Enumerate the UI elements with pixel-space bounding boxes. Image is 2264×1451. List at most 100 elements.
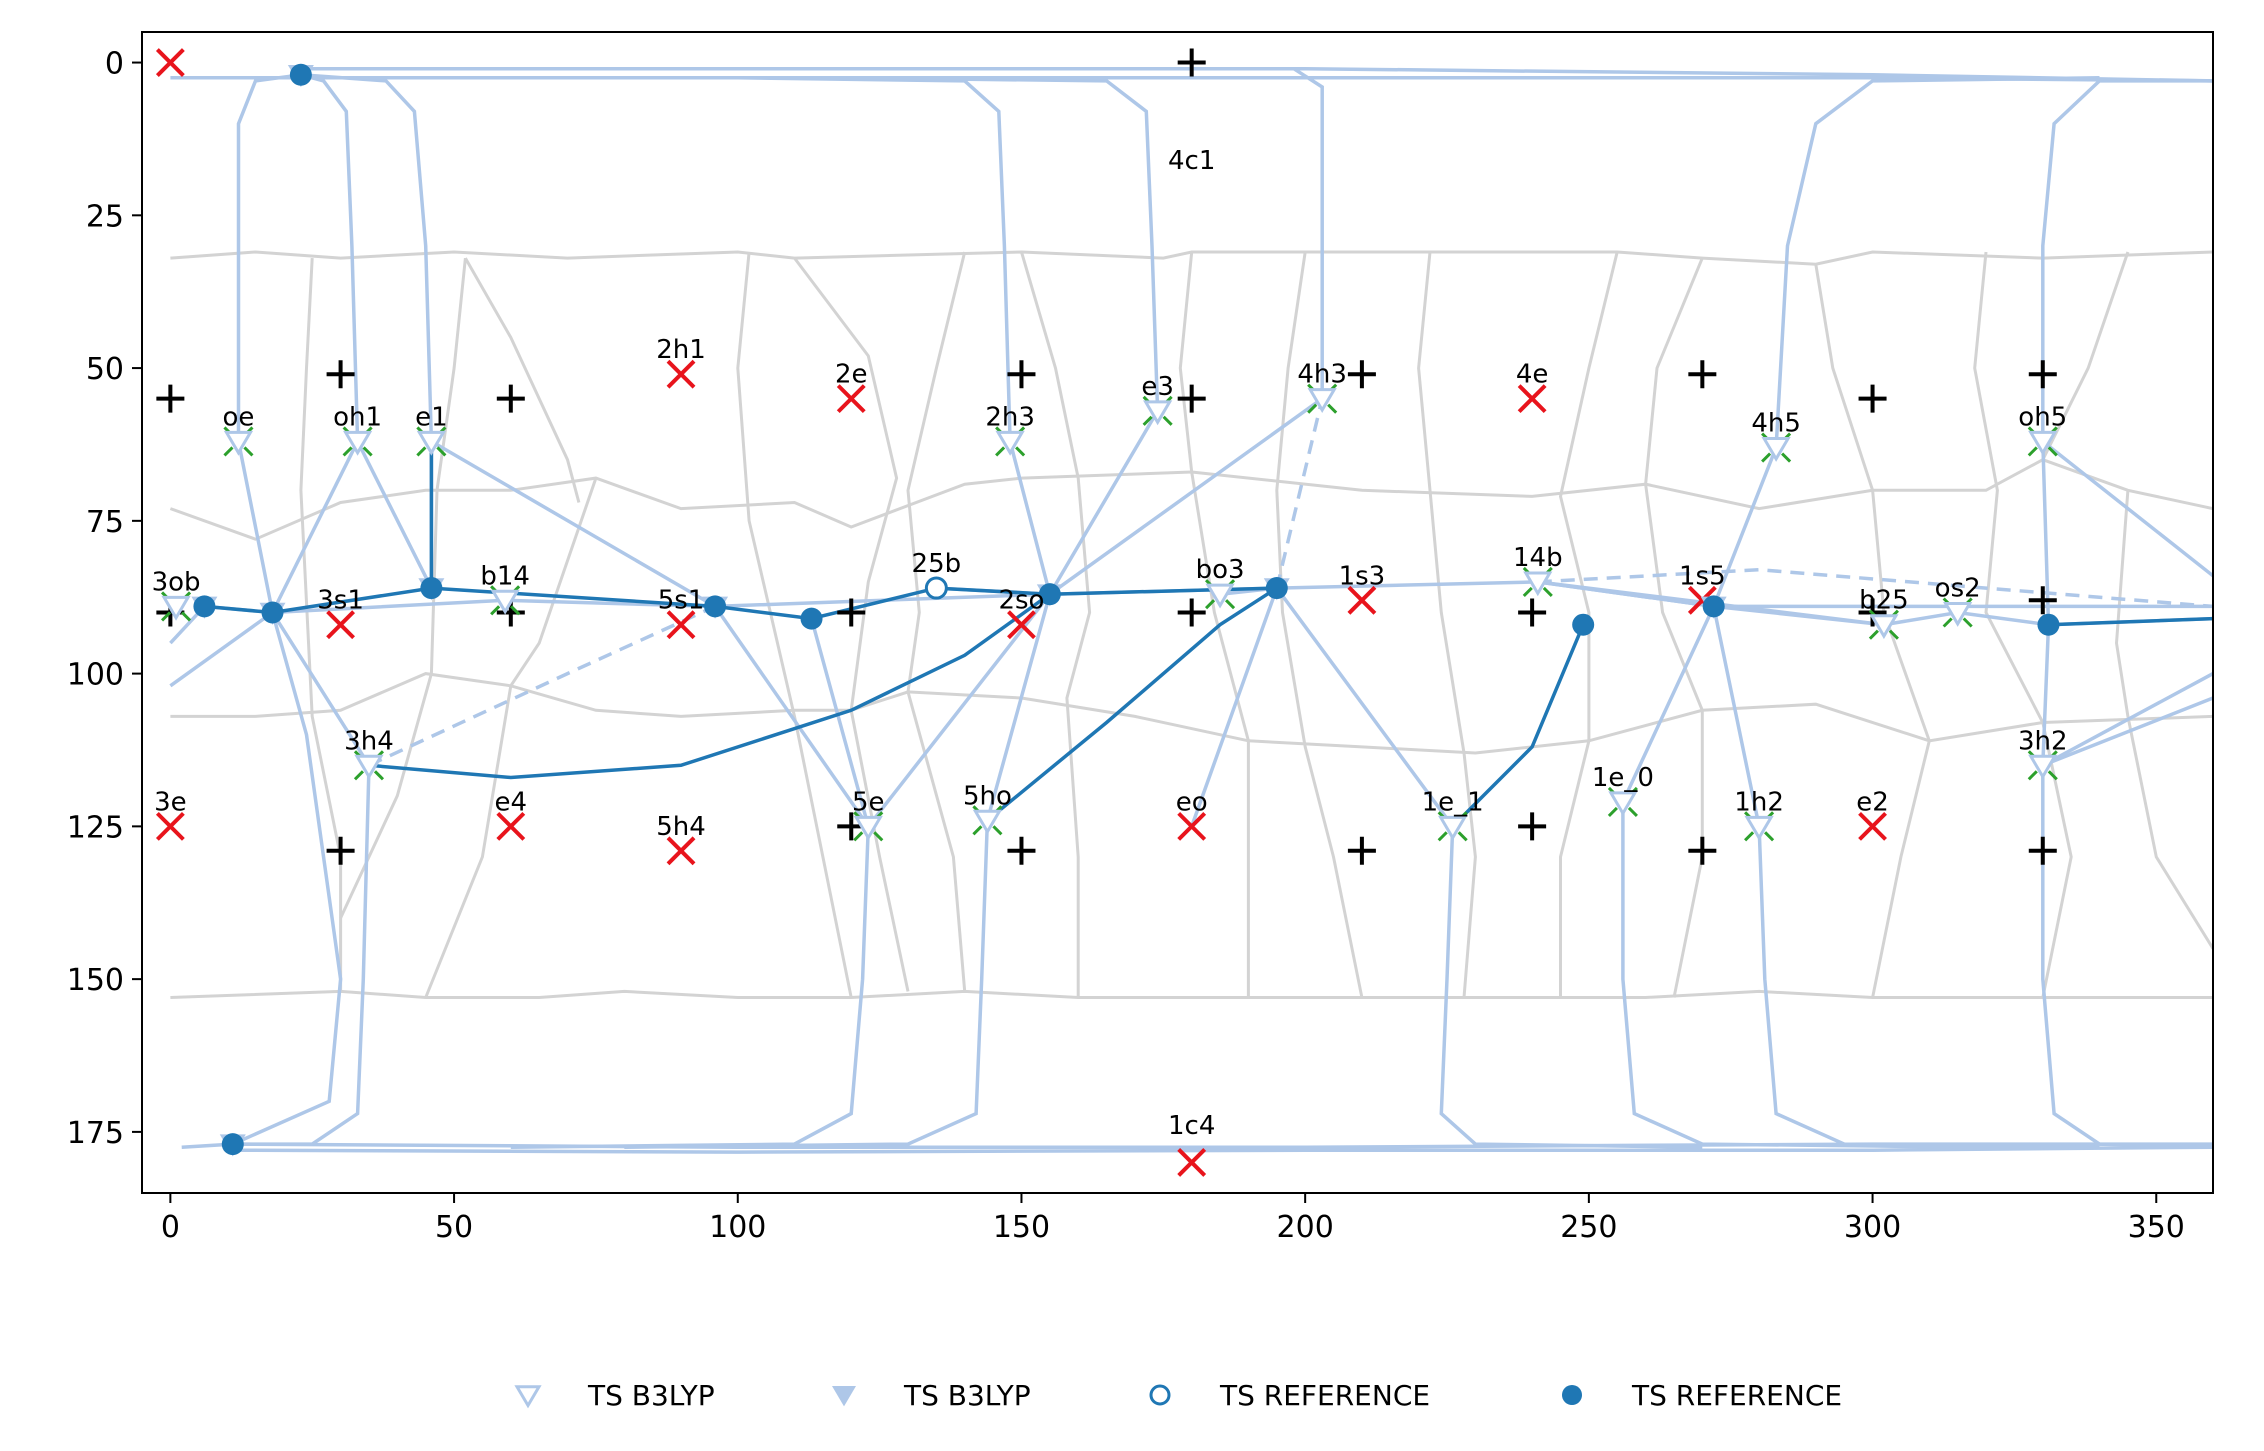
- b3lyp-path: [1774, 76, 2100, 448]
- ts-b3lyp-open-marker: [354, 754, 384, 780]
- b3lyp-path: [1621, 801, 1987, 1149]
- legend-marker: [514, 1385, 542, 1409]
- ts-b3lyp-open-marker: [490, 589, 520, 615]
- point-label: eo: [1176, 787, 1208, 817]
- grid-line: [1275, 251, 1364, 998]
- b3lyp-dashed-path: [1275, 398, 1324, 589]
- b3lyp-path: [1008, 440, 1052, 595]
- grid-line: [2114, 490, 2213, 950]
- grid-line: [169, 458, 2213, 541]
- b3lyp-path: [204, 580, 2213, 627]
- point-label: 2e: [835, 360, 868, 390]
- point-label: b25: [1859, 586, 1909, 616]
- y-tick-label: 25: [86, 199, 124, 234]
- ts-reference-filled-marker: [289, 63, 312, 86]
- point-label: e4: [495, 787, 528, 817]
- b3lyp-path: [510, 826, 871, 1149]
- b3lyp-paths: [169, 66, 2213, 1154]
- x-axis: 0 50 100 150 200 250 300 350: [161, 1193, 2185, 1245]
- point-label: 4e: [1516, 360, 1549, 390]
- b3lyp-path: [809, 618, 870, 827]
- y-tick-label: 75: [86, 505, 124, 540]
- b3lyp-path: [1711, 606, 1761, 827]
- ts-reference-filled-marker: [800, 607, 823, 630]
- minimum-marker: [836, 384, 866, 414]
- ts-b3lyp-open-marker: [1744, 815, 1774, 841]
- ts-b3lyp-open-marker: [1307, 388, 1337, 413]
- b3lyp-path: [1190, 587, 1279, 827]
- legend-marker: [832, 1386, 856, 1407]
- point-label: oh5: [2018, 402, 2067, 432]
- plus-marker: [1177, 48, 1206, 77]
- x-tick-label: 200: [1277, 1210, 1334, 1245]
- reference-path: [1451, 624, 1585, 828]
- point-label: 3e: [154, 787, 187, 817]
- y-axis: 0 25 50 75 100 125 150 175: [67, 47, 142, 1151]
- point-label: 1h2: [1734, 787, 1784, 817]
- point-label: 3h4: [344, 726, 394, 756]
- point-label: 3s1: [317, 586, 364, 616]
- b3lyp-path: [169, 611, 274, 688]
- ts-b3lyp-open-marker: [223, 430, 254, 456]
- b3lyp-dashed-path: [368, 604, 716, 767]
- minimum-marker: [1177, 811, 1207, 841]
- ts-b3lyp-open-marker: [416, 430, 446, 456]
- b3lyp-path: [866, 593, 1052, 828]
- b3lyp-path: [1078, 66, 1324, 399]
- b3lyp-path: [236, 73, 302, 442]
- b3lyp-path: [300, 73, 434, 442]
- point-label: e1: [415, 402, 448, 432]
- point-label: 1s5: [1679, 561, 1726, 591]
- plus-marker: [1347, 360, 1376, 389]
- plus-marker: [2028, 586, 2057, 615]
- grid-line: [424, 477, 598, 999]
- plus-marker: [1007, 360, 1036, 389]
- point-label: 3ob: [152, 567, 201, 597]
- minimum-marker: [155, 811, 185, 841]
- plot-frame: [141, 31, 2214, 1194]
- b3lyp-path: [1712, 446, 1778, 608]
- point-label: b14: [480, 561, 530, 591]
- ts-b3lyp-open-marker: [342, 430, 373, 456]
- plus-marker: [156, 384, 185, 413]
- b3lyp-path: [2041, 765, 2213, 1149]
- minimum-marker: [666, 610, 696, 640]
- b3lyp-dashed-path: [1537, 567, 2213, 609]
- b3lyp-path: [985, 593, 1052, 821]
- plus-marker: [1347, 836, 1376, 865]
- plus-marker: [496, 384, 525, 413]
- minimum-marker: [1177, 1148, 1207, 1177]
- x-tick-label: 0: [161, 1210, 180, 1245]
- b3lyp-path: [2041, 440, 2213, 578]
- b3lyp-path: [232, 612, 343, 1146]
- grid-line: [736, 251, 853, 998]
- ts-reference-filled-marker: [1038, 583, 1061, 606]
- point-label: 5ho: [963, 781, 1012, 811]
- legend-marker: [1562, 1385, 1582, 1405]
- minimum-marker: [1347, 585, 1377, 615]
- ts-reference-filled-marker: [221, 1133, 244, 1156]
- ts-reference-filled-marker: [704, 595, 727, 618]
- b3lyp-path: [2042, 696, 2213, 767]
- point-label: bo3: [1196, 555, 1245, 585]
- x-tick-label: 350: [2128, 1210, 2185, 1245]
- point-label: 4h3: [1297, 360, 1347, 390]
- grid-line: [793, 257, 910, 992]
- y-tick-label: 50: [86, 352, 124, 387]
- legend-label: TS REFERENCE: [1219, 1379, 1430, 1412]
- point-label: 1c4: [1168, 1111, 1215, 1141]
- b3lyp-path: [851, 76, 1160, 411]
- plus-marker: [1007, 836, 1036, 865]
- plus-marker: [1177, 384, 1206, 413]
- point-label: 3h2: [2018, 726, 2068, 756]
- b3lyp-path: [624, 820, 990, 1149]
- ts-reference-open-marker: [924, 576, 948, 600]
- plus-marker: [1858, 384, 1887, 413]
- point-label: oh1: [333, 402, 382, 432]
- grid-line: [170, 250, 2213, 266]
- point-label: 1s3: [1339, 561, 1386, 591]
- reference-path: [2048, 616, 2213, 627]
- grid-line: [1020, 251, 1092, 998]
- b3lyp-path: [1439, 826, 1703, 1149]
- reference-path: [204, 586, 1277, 621]
